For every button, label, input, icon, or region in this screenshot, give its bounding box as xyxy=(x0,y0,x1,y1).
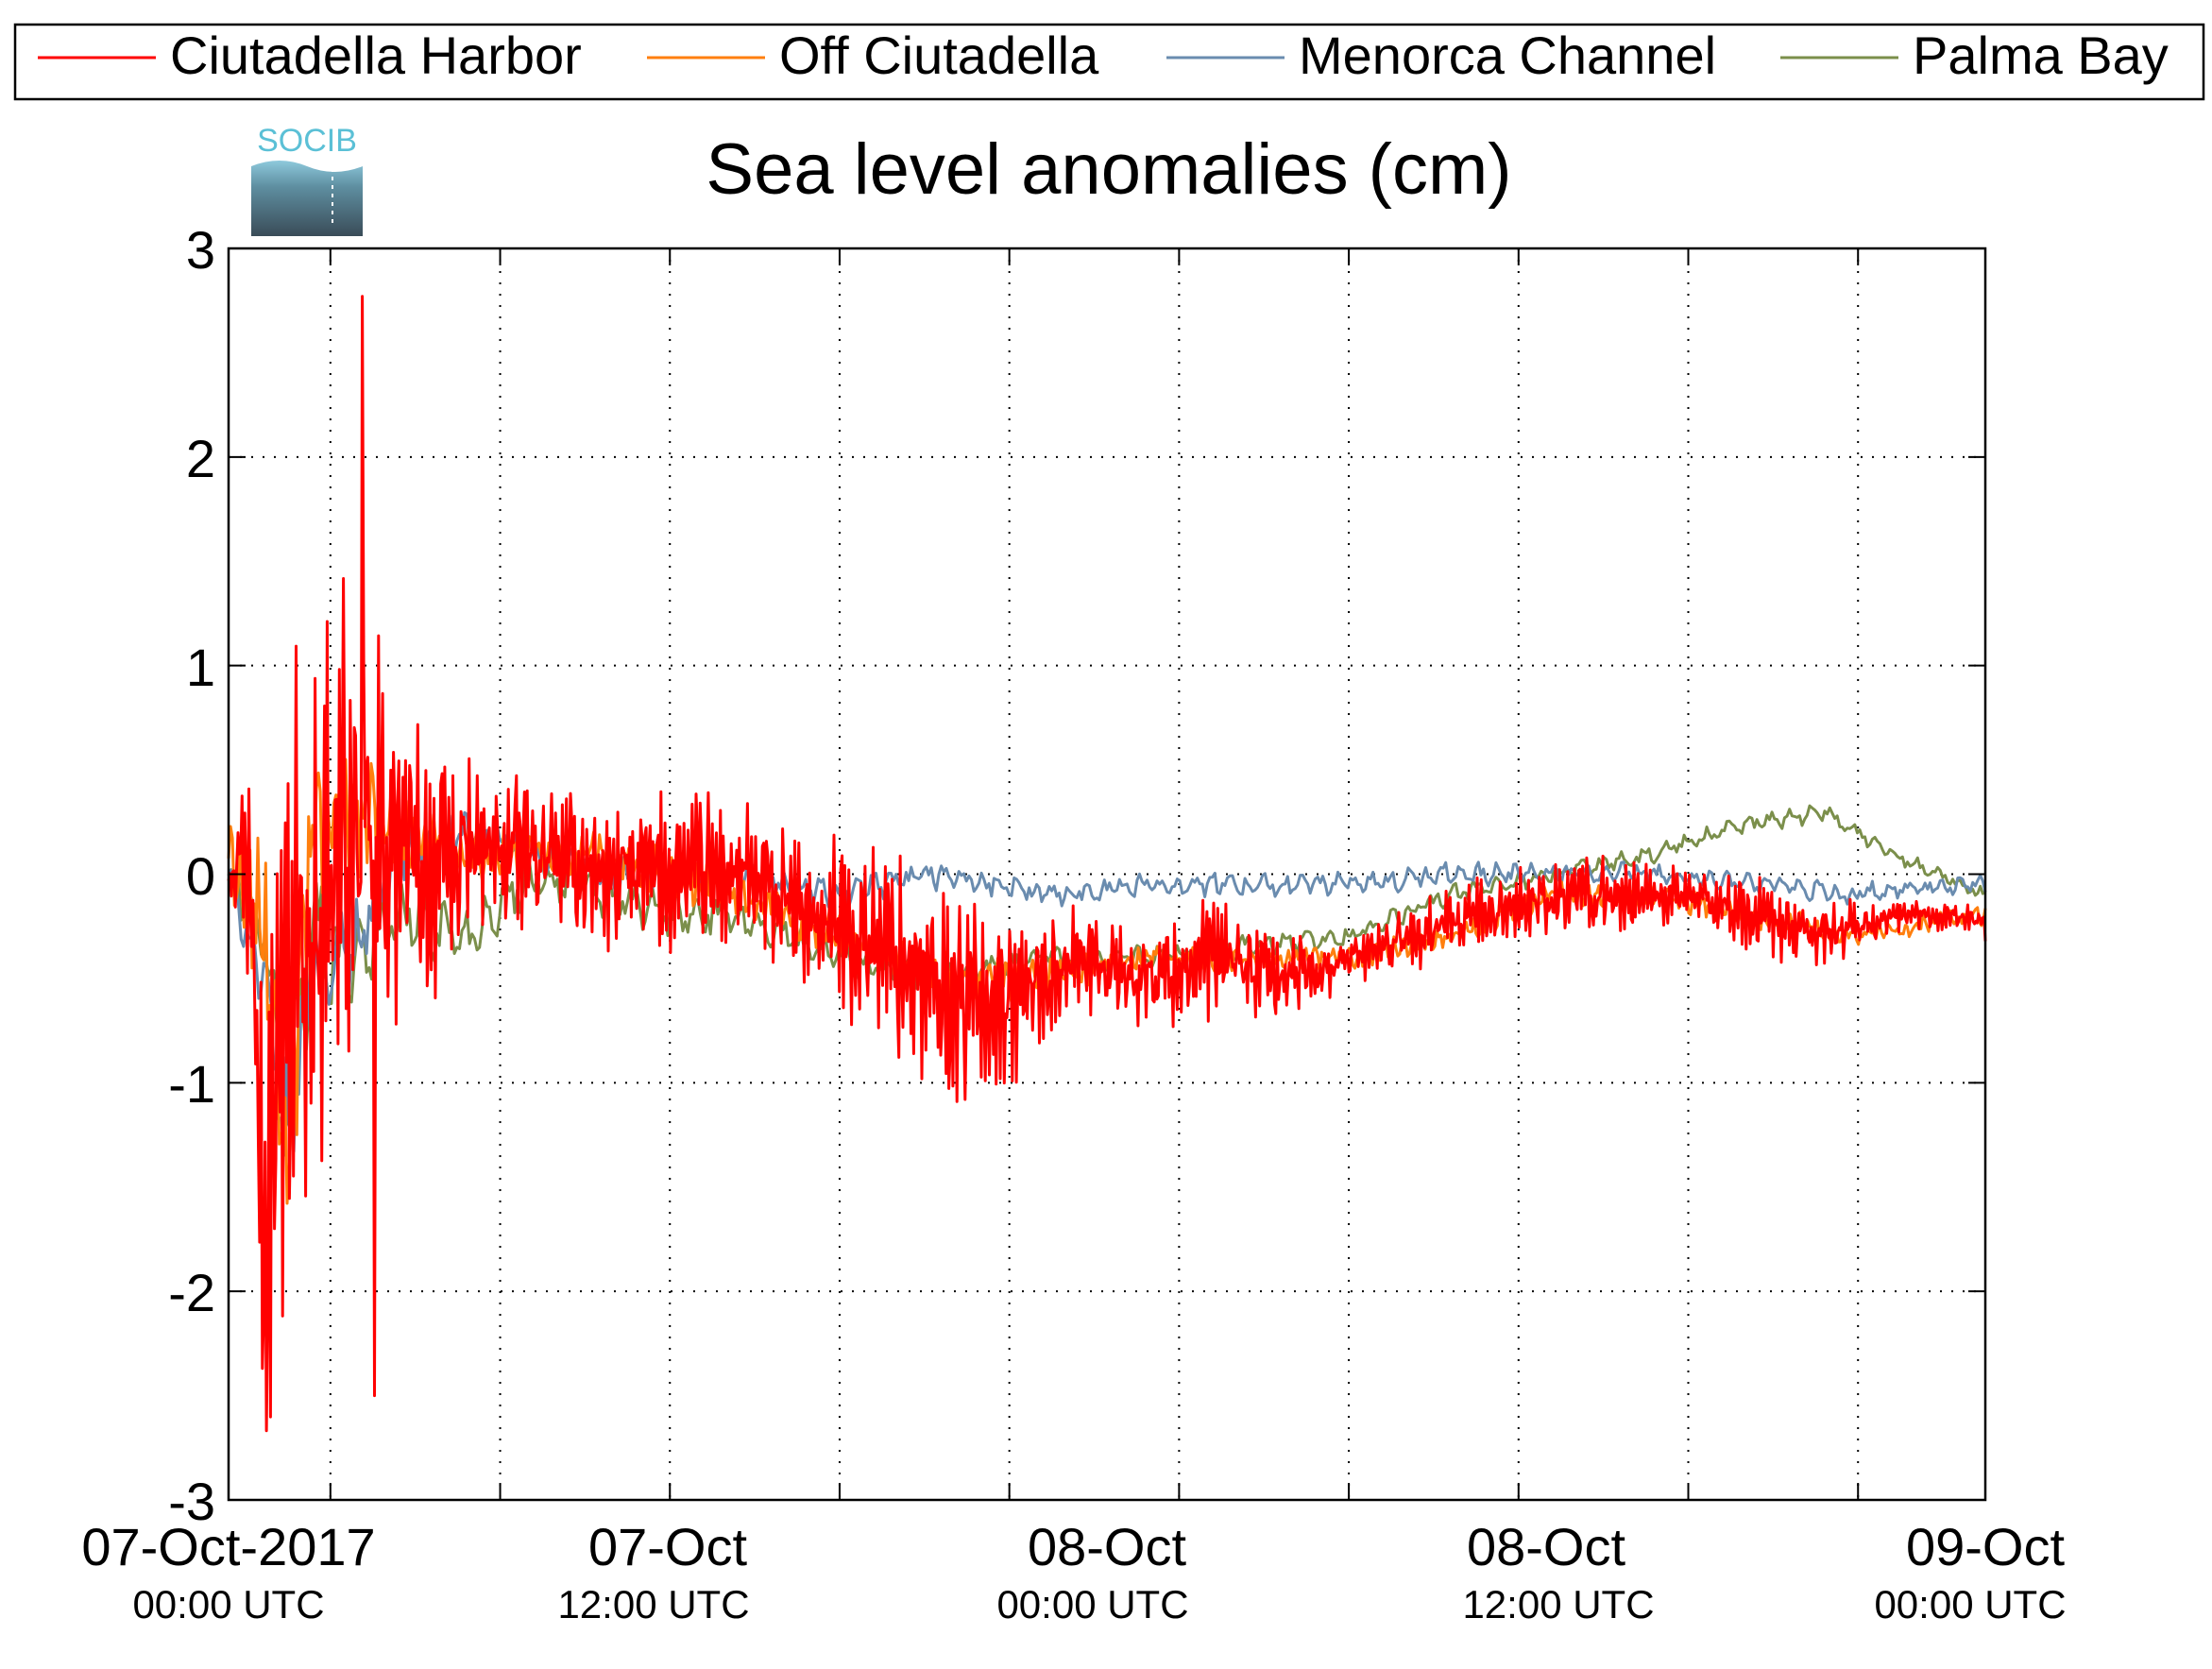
legend-item-palma-bay: Palma Bay xyxy=(1780,26,2169,85)
legend-label: Off Ciutadella xyxy=(779,26,1099,85)
legend-label: Menorca Channel xyxy=(1299,26,1716,85)
y-tick-label: -3 xyxy=(168,1472,215,1531)
y-tick-label: -1 xyxy=(168,1054,215,1114)
x-tick-label-time: 00:00 UTC xyxy=(996,1582,1188,1626)
y-tick-label: -2 xyxy=(168,1263,215,1322)
series-layer xyxy=(227,295,1987,1433)
x-tick-label-date: 07-Oct xyxy=(588,1517,747,1576)
plot-area xyxy=(229,248,1985,1500)
x-tick-label-time: 12:00 UTC xyxy=(557,1582,749,1626)
series-line-ciutadella-harbor xyxy=(227,295,1987,1433)
legend-item-menorca-channel: Menorca Channel xyxy=(1166,26,1716,85)
x-tick-label-date: 07-Oct-2017 xyxy=(81,1517,375,1576)
legend-item-off-ciutadella: Off Ciutadella xyxy=(647,26,1099,85)
y-tick-label: 0 xyxy=(186,846,215,906)
y-tick-labels: 3 2 1 0 -1 -2 -3 xyxy=(168,220,215,1531)
ticks xyxy=(229,247,1985,1501)
x-tick-label-time: 00:00 UTC xyxy=(132,1582,324,1626)
x-tick-label-date: 08-Oct xyxy=(1467,1517,1625,1576)
chart-title: Sea level anomalies (cm) xyxy=(706,129,1511,210)
logo-wave xyxy=(251,161,363,172)
legend-label: Ciutadella Harbor xyxy=(170,26,582,85)
legend-item-ciutadella-harbor: Ciutadella Harbor xyxy=(38,26,582,85)
y-tick-label: 3 xyxy=(186,220,215,280)
x-tick-label-date: 09-Oct xyxy=(1906,1517,2065,1576)
x-tick-label-date: 08-Oct xyxy=(1028,1517,1186,1576)
logo-text: SOCIB xyxy=(257,123,357,159)
y-tick-label: 2 xyxy=(186,429,215,488)
x-tick-labels: 07-Oct-2017 00:00 UTC 07-Oct 12:00 UTC 0… xyxy=(81,1517,2066,1626)
legend: Ciutadella Harbor Off Ciutadella Menorca… xyxy=(13,23,2205,101)
x-tick-label-time: 12:00 UTC xyxy=(1462,1582,1654,1626)
y-tick-label: 1 xyxy=(186,638,215,697)
socib-logo: SOCIB xyxy=(251,123,363,236)
x-tick-label-time: 00:00 UTC xyxy=(1874,1582,2066,1626)
legend-box xyxy=(13,23,2205,101)
logo-block xyxy=(251,161,363,236)
legend-label: Palma Bay xyxy=(1913,26,2169,85)
